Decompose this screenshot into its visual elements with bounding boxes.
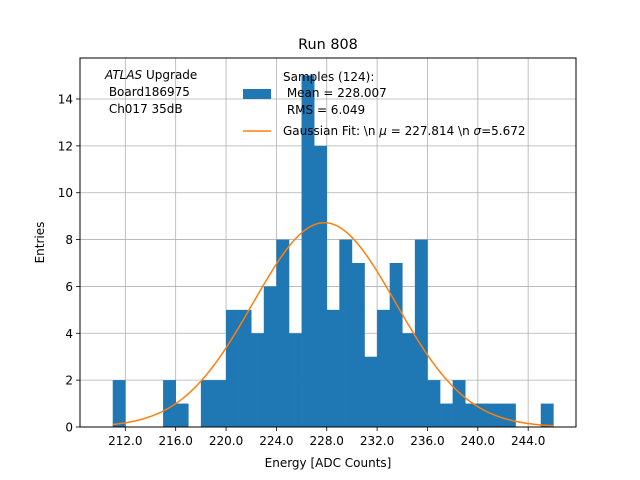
x-axis-ticks: 212.0 216.0 220.0 224.0 228.0 232.0 236.0 240.0…: [108, 427, 545, 448]
annotation-atlas: ATLAS: [104, 68, 143, 82]
histogram-bar-221: [238, 309, 252, 427]
plot-frame: [79, 57, 577, 428]
histogram-bar-218: [200, 380, 214, 427]
x-tick-label-3: 224.0: [259, 434, 293, 448]
annotation-board: Board186975: [105, 85, 190, 99]
histogram-bar-231: [364, 356, 378, 427]
histogram-bar-234: [402, 333, 416, 427]
y-tick-label-3: 6: [65, 280, 73, 294]
y-tick-label-0: 0: [65, 421, 73, 435]
x-tick-label-5: 232.0: [360, 434, 394, 448]
y-tick-label-1: 2: [65, 374, 73, 388]
x-tick-label-8: 244.0: [511, 434, 545, 448]
x-tick-label-4: 228.0: [310, 434, 344, 448]
y-tick-label-7: 14: [58, 93, 73, 107]
histogram-bar-230: [351, 263, 365, 427]
histogram-bar-211: [112, 380, 126, 427]
y-tick-label-6: 12: [58, 139, 73, 153]
histogram-bars: [112, 75, 554, 428]
histogram-bar-232: [377, 309, 390, 427]
y-tick-label-4: 8: [65, 233, 73, 247]
legend: Samples (124): Mean = 228.007 RMS = 6.04…: [243, 70, 526, 138]
legend-hist-swatch: [243, 89, 271, 99]
y-tick-label-5: 10: [58, 186, 73, 200]
chart-title: Run 808: [298, 37, 358, 53]
y-axis-label: Entries: [33, 222, 47, 264]
histogram-bar-236: [427, 380, 441, 427]
histogram-bar-229: [339, 239, 353, 427]
x-tick-label-1: 216.0: [158, 434, 192, 448]
histogram-bar-225: [288, 333, 302, 427]
histogram-bar-223: [263, 286, 277, 427]
histogram-bar-239: [465, 403, 479, 427]
x-axis-label: Energy [ADC Counts]: [265, 456, 392, 470]
x-tick-label-7: 240.0: [461, 434, 495, 448]
histogram-bar-220: [226, 309, 239, 427]
legend-fit-label: Gaussian Fit: \n μ = 227.814 \n σ=5.672: [283, 124, 526, 138]
histogram-bar-226: [301, 75, 315, 428]
histogram-bar-233: [389, 263, 403, 427]
histogram-bar-227: [314, 145, 328, 427]
annotation-upgrade: Upgrade: [142, 68, 197, 82]
histogram-bar-216: [175, 403, 189, 427]
histogram-bar-222: [251, 333, 265, 427]
legend-hist-line3: RMS = 6.049: [283, 103, 365, 117]
histogram-bar-215: [163, 380, 176, 427]
histogram-bar-235: [414, 239, 428, 427]
x-tick-label-0: 212.0: [108, 434, 142, 448]
y-tick-label-2: 4: [65, 327, 73, 341]
histogram-bar-245: [540, 403, 554, 427]
annotation-channel: Ch017 35dB: [105, 102, 183, 116]
histogram-bar-240: [477, 403, 491, 427]
atlas-annotation: ATLAS Upgrade Board186975 Ch017 35dB: [104, 68, 197, 116]
histogram-bar-242: [502, 403, 516, 427]
legend-hist-line1: Samples (124):: [283, 70, 374, 84]
y-axis-ticks: 0 2 4 6 8 10 12 14: [58, 93, 80, 435]
svg-text:ATLAS Upgrade: ATLAS Upgrade: [104, 68, 197, 82]
legend-hist-line2: Mean = 228.007: [283, 86, 387, 100]
histogram-bar-237: [440, 403, 453, 427]
gaussian-fit-line: [112, 221, 554, 427]
x-tick-label-6: 236.0: [410, 434, 444, 448]
x-tick-label-2: 220.0: [209, 434, 243, 448]
histogram-bar-224: [276, 239, 290, 427]
histogram-bar-238: [452, 380, 466, 427]
histogram-bar-219: [213, 380, 227, 427]
histogram-bar-228: [326, 309, 340, 427]
